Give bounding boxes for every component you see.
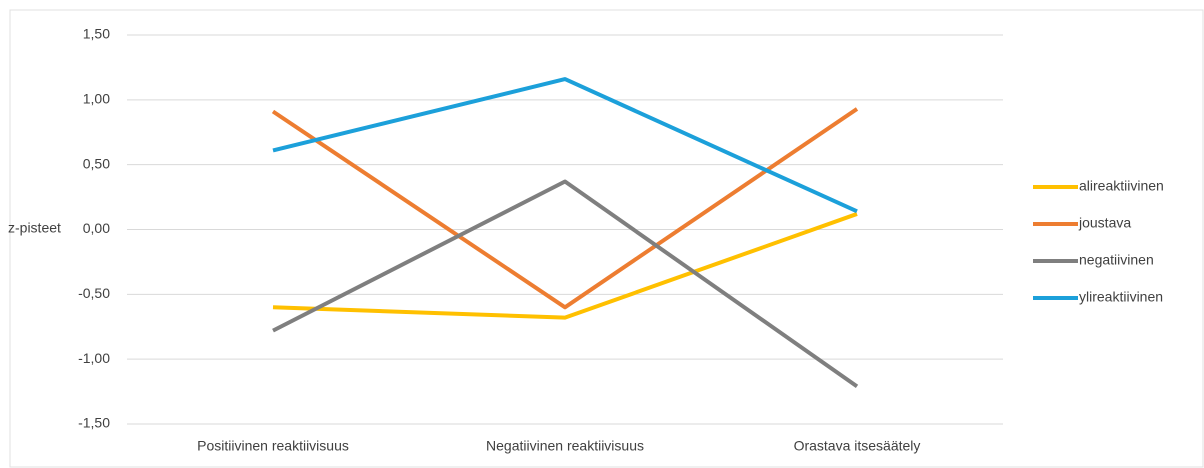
y-tick-label: -0,50 xyxy=(78,285,110,301)
series-line xyxy=(272,179,859,389)
series-line xyxy=(272,77,858,214)
y-tick-label: 0,50 xyxy=(83,155,110,171)
y-tick-label: 1,50 xyxy=(83,26,110,42)
legend-label: alireaktiivinen xyxy=(1079,178,1164,194)
y-axis-label: z-pisteet xyxy=(8,220,61,236)
x-tick-label: Positiivinen reaktiivisuus xyxy=(197,438,349,454)
x-tick-label: Negatiivinen reaktiivisuus xyxy=(486,438,644,454)
legend-label: ylireaktiivinen xyxy=(1079,289,1163,305)
legend-label: negatiivinen xyxy=(1079,252,1154,268)
y-tick-label: 0,00 xyxy=(83,220,110,236)
legend-label: joustava xyxy=(1078,215,1131,231)
y-tick-label: 1,00 xyxy=(83,91,110,107)
y-tick-label: -1,50 xyxy=(78,415,110,431)
x-tick-label: Orastava itsesäätely xyxy=(794,438,921,454)
series-line xyxy=(272,212,858,320)
chart-frame xyxy=(9,9,1204,468)
series-line xyxy=(271,107,859,310)
y-tick-label: -1,00 xyxy=(78,350,110,366)
